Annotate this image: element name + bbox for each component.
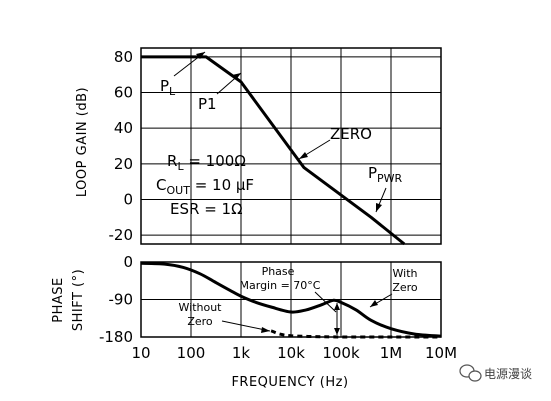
phase-y-ticks: 0 -90 -180 bbox=[99, 253, 133, 346]
annotation-phase-margin-line1: Phase bbox=[262, 265, 295, 278]
wechat-icon bbox=[459, 364, 482, 382]
loop-gain-panel: 80 60 40 20 0 -20 LOOP GAIN (dB) PL P1 ZERO P… bbox=[75, 47, 442, 246]
x-tick-label: 10M bbox=[425, 344, 457, 362]
annotation-p1: P1 bbox=[198, 95, 217, 113]
annotation-p1-arrowhead bbox=[232, 73, 241, 80]
phase-y-tick-label: 0 bbox=[123, 253, 133, 271]
phase-series-with-zero bbox=[140, 261, 442, 338]
annotation-phase-margin-line2: Margin = 70°C bbox=[240, 279, 321, 292]
annotation-with-zero-line2: Zero bbox=[392, 281, 418, 294]
watermark-text: 电源漫谈 bbox=[484, 367, 532, 381]
x-axis-label: FREQUENCY (Hz) bbox=[231, 375, 348, 390]
phase-margin-arrowhead-bottom bbox=[334, 328, 340, 335]
x-tick-label: 1M bbox=[380, 344, 403, 362]
gain-y-tick-label: 60 bbox=[114, 84, 133, 102]
x-tick-label: 100k bbox=[322, 344, 360, 362]
x-tick-label: 10k bbox=[277, 344, 305, 362]
annotation-phase-margin-arrow bbox=[314, 291, 337, 313]
annotation-ppwr-arrowhead bbox=[376, 203, 382, 212]
annotation-with-zero-arrowhead bbox=[370, 300, 378, 307]
annotation-without-zero-line1: Without bbox=[179, 301, 223, 314]
x-tick-label: 10 bbox=[131, 344, 150, 362]
x-tick-label: 100 bbox=[177, 344, 206, 362]
gain-y-tick-label: 80 bbox=[114, 48, 133, 66]
gain-y-tick-label: -20 bbox=[109, 226, 134, 244]
param-rl: RL = 100Ω bbox=[167, 152, 246, 173]
annotation-without-zero-arrowhead bbox=[261, 327, 270, 333]
phase-y-tick-label: -180 bbox=[99, 328, 133, 346]
loop-gain-axis-label: LOOP GAIN (dB) bbox=[75, 87, 90, 197]
param-esr: ESR = 1Ω bbox=[170, 200, 243, 218]
annotation-without-zero-line2: Zero bbox=[187, 315, 213, 328]
phase-series-without-zero bbox=[270, 329, 441, 339]
loop-gain-frame bbox=[140, 47, 442, 245]
loop-gain-y-ticks: 80 60 40 20 0 -20 bbox=[109, 48, 134, 244]
gain-y-tick-label: 40 bbox=[114, 119, 133, 137]
phase-margin-arrowhead-top bbox=[334, 303, 340, 310]
gain-y-tick-label: 20 bbox=[114, 155, 133, 173]
phase-axis-label-line1: PHASE bbox=[51, 277, 66, 322]
phase-x-ticks: 10 100 1k 10k 100k 1M 10M bbox=[131, 344, 457, 362]
gain-y-tick-label: 0 bbox=[123, 190, 133, 208]
phase-axis-label-line2: SHIFT (°) bbox=[71, 269, 86, 331]
annotation-pl-arrowhead bbox=[196, 52, 205, 59]
x-tick-label: 1k bbox=[232, 344, 251, 362]
annotation-zero: ZERO bbox=[330, 125, 372, 143]
annotation-with-zero-line1: With bbox=[393, 267, 418, 280]
annotation-ppwr: PPWR bbox=[368, 164, 403, 185]
watermark: 电源漫谈 bbox=[459, 364, 532, 382]
phase-y-tick-label: -90 bbox=[109, 291, 134, 309]
annotation-pl: PL bbox=[160, 77, 176, 98]
param-cout: COUT = 10 µF bbox=[156, 176, 254, 197]
phase-panel: 0 -90 -180 10 100 1k 10k 100k 1M 10M PHASE SHIFT… bbox=[51, 253, 457, 390]
loop-gain-series-line bbox=[141, 55, 406, 246]
annotation-zero-arrowhead bbox=[299, 152, 308, 159]
